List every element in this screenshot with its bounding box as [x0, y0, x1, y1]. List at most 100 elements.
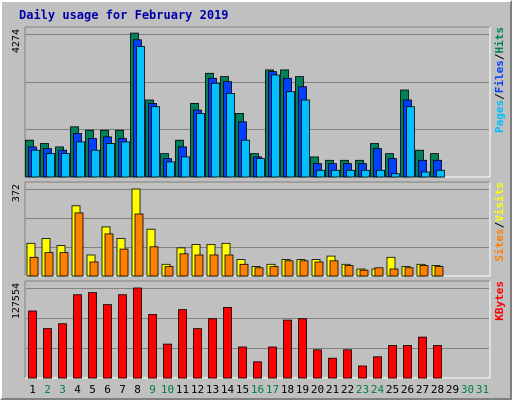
day-label-22: 22 [341, 383, 354, 396]
bar-sites-day-23 [359, 269, 369, 277]
bar-kbytes-day-3 [58, 323, 67, 379]
bar-sites-day-3 [59, 252, 69, 277]
bar-kbytes-day-2 [43, 328, 52, 379]
legend-entry-: / [493, 53, 506, 60]
bar-sites-day-21 [329, 260, 339, 277]
bar-pages-day-27 [421, 171, 430, 178]
chart-title: Daily usage for February 2019 [19, 8, 229, 22]
day-label-7: 7 [119, 383, 126, 396]
day-labels: 1 2 3 4 5 6 7 8 9 10 11 12 13 14 15 16 17 18 19 20 21 22 23 24 2… [29, 383, 489, 396]
day-label-2: 2 [44, 383, 51, 396]
legend-entry-: / [493, 93, 506, 100]
bar-sites-day-2 [44, 252, 54, 277]
day-label-3: 3 [59, 383, 66, 396]
legend-entry-hits: Hits [493, 27, 506, 54]
bar-sites-day-10 [164, 266, 174, 277]
bar-sites-day-4 [74, 212, 84, 277]
bar-kbytes-day-6 [103, 304, 112, 379]
bar-pages-day-10 [166, 161, 175, 178]
bar-sites-day-14 [224, 254, 234, 277]
bar-sites-day-13 [209, 254, 219, 277]
bar-pages-day-25 [391, 173, 400, 178]
bar-kbytes-day-13 [208, 318, 217, 379]
bar-pages-day-16 [256, 158, 265, 178]
bar-sites-day-19 [299, 260, 309, 277]
bar-pages-day-9 [151, 106, 160, 178]
panel-visits-sites: 372 Sites/Visits [11, 181, 506, 277]
bar-sites-day-26 [404, 267, 414, 277]
bar-sites-day-6 [104, 233, 114, 277]
day-label-4: 4 [74, 383, 81, 396]
day-label-8: 8 [134, 383, 141, 396]
legend-entry-pages: Pages [493, 100, 506, 133]
bar-kbytes-day-27 [418, 336, 427, 379]
bar-pages-day-17 [271, 74, 280, 178]
bar-kbytes-day-11 [178, 309, 187, 379]
bar-pages-day-11 [181, 156, 190, 178]
bar-pages-day-2 [46, 153, 55, 178]
day-label-6: 6 [104, 383, 111, 396]
bar-sites-day-24 [374, 267, 384, 277]
bar-sites-day-17 [269, 266, 279, 277]
bar-kbytes-day-7 [118, 294, 127, 379]
day-label-14: 14 [221, 383, 235, 396]
bar-pages-day-28 [436, 169, 445, 178]
bar-pages-day-3 [61, 153, 70, 178]
bar-pages-day-21 [331, 169, 340, 178]
bar-kbytes-day-21 [328, 357, 337, 379]
day-label-25: 25 [386, 383, 399, 396]
bar-kbytes-day-22 [343, 349, 352, 379]
day-label-30: 30 [461, 383, 474, 396]
bar-pages-day-7 [121, 141, 130, 178]
bar-kbytes-day-5 [88, 292, 97, 379]
day-label-31: 31 [476, 383, 489, 396]
bar-pages-day-8 [136, 46, 145, 178]
bar-kbytes-day-8 [133, 287, 142, 379]
bar-sites-day-20 [314, 261, 324, 277]
day-label-23: 23 [356, 383, 369, 396]
bar-pages-day-19 [301, 99, 310, 178]
day-label-29: 29 [446, 383, 459, 396]
day-label-5: 5 [89, 383, 96, 396]
bar-kbytes-day-28 [433, 345, 442, 379]
max-value-label: 4274 [11, 29, 22, 53]
day-label-27: 27 [416, 383, 429, 396]
bar-kbytes-day-17 [268, 346, 277, 379]
bar-sites-day-22 [344, 265, 354, 277]
bar-pages-day-4 [76, 141, 85, 178]
day-label-20: 20 [311, 383, 324, 396]
bar-pages-day-1 [31, 149, 40, 178]
bar-sites-day-27 [419, 265, 429, 277]
day-label-11: 11 [176, 383, 189, 396]
day-label-18: 18 [281, 383, 294, 396]
bar-sites-day-7 [119, 248, 129, 277]
day-label-17: 17 [266, 383, 279, 396]
bar-sites-day-28 [434, 266, 444, 277]
legend-kbytes: KBytes [493, 281, 506, 321]
bar-pages-day-20 [316, 169, 325, 178]
panel-hits-files-pages: 4274 Pages/Files/Hits [11, 26, 506, 178]
legend-entry-sites: Sites [493, 228, 506, 261]
bar-pages-day-12 [196, 113, 205, 178]
bar-kbytes-day-18 [283, 319, 292, 379]
bar-kbytes-day-25 [388, 345, 397, 379]
bar-kbytes-day-14 [223, 306, 232, 379]
legend-entry-: / [493, 221, 506, 228]
bar-kbytes-day-23 [358, 365, 367, 379]
bar-pages-day-26 [406, 106, 415, 178]
day-label-9: 9 [149, 383, 156, 396]
panel-kbytes: 127554 KBytes [11, 280, 506, 379]
day-label-10: 10 [161, 383, 174, 396]
bar-kbytes-day-4 [73, 294, 82, 379]
bar-sites-day-15 [239, 263, 249, 277]
max-value-label: 372 [11, 184, 22, 202]
bar-pages-day-15 [241, 139, 250, 178]
bar-sites-day-11 [179, 253, 189, 277]
bar-pages-day-5 [91, 149, 100, 178]
legend-hits-files-pages: Pages/Files/Hits [493, 27, 506, 133]
bar-pages-day-22 [346, 169, 355, 178]
day-label-26: 26 [401, 383, 414, 396]
max-value-label: 127554 [11, 283, 22, 319]
bar-sites-day-9 [149, 246, 159, 277]
